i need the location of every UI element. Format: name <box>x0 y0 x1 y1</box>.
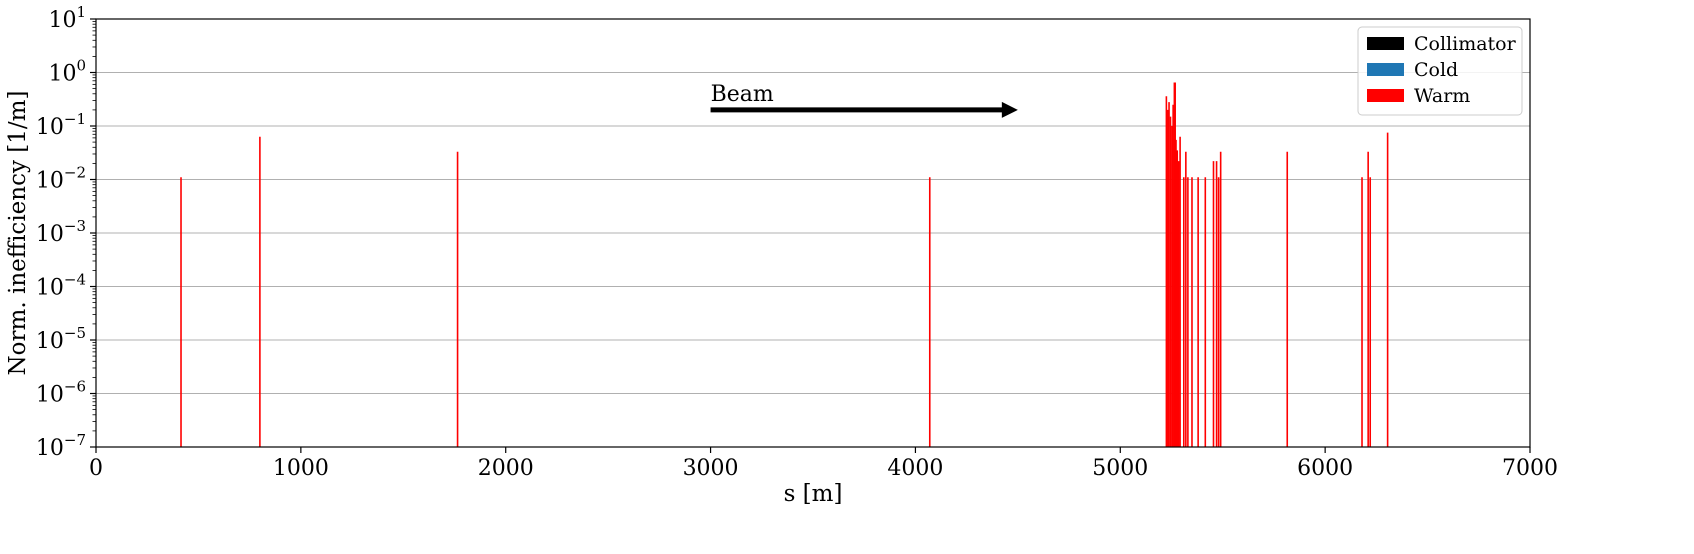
x-axis-label: s [m] <box>784 481 843 507</box>
beam-annotation-text: Beam <box>711 82 774 107</box>
legend-label: Cold <box>1414 59 1458 81</box>
x-tick-label: 2000 <box>478 456 534 481</box>
legend-swatch <box>1367 89 1404 102</box>
y-tick-label: 10−3 <box>36 217 86 247</box>
y-axis-label: Norm. inefficiency [1/m] <box>5 91 31 376</box>
x-tick-label: 6000 <box>1297 456 1353 481</box>
y-tick-label: 101 <box>48 3 86 33</box>
x-tick-label: 1000 <box>273 456 329 481</box>
x-tick-label: 5000 <box>1092 456 1148 481</box>
x-tick-label: 4000 <box>887 456 943 481</box>
y-tick-label: 100 <box>48 57 86 87</box>
y-tick-label: 10−5 <box>36 324 86 354</box>
y-axis-ticks: 10−7 10−6 10−5 10−4 10−3 10−2 10−1 100 101 <box>36 3 96 461</box>
x-tick-label: 0 <box>89 456 103 481</box>
legend-label: Warm <box>1414 85 1470 107</box>
bar-series-warm <box>180 82 1389 447</box>
legend-swatch <box>1367 63 1404 76</box>
y-tick-label: 10−7 <box>36 431 86 461</box>
legend: Collimator Cold Warm <box>1357 26 1523 116</box>
y-tick-label: 10−6 <box>36 378 86 408</box>
x-axis-ticks: 0 1000 2000 3000 4000 5000 6000 7000 <box>89 447 1558 481</box>
x-tick-label: 3000 <box>683 456 739 481</box>
grid-lines <box>96 18 1530 448</box>
beam-annotation: Beam <box>710 82 1018 118</box>
x-tick-label: 7000 <box>1502 456 1558 481</box>
legend-label: Collimator <box>1414 33 1517 55</box>
beam-arrow-head <box>1001 101 1018 118</box>
y-tick-label: 10−4 <box>36 271 86 301</box>
legend-swatch <box>1367 37 1404 50</box>
y-tick-label: 10−2 <box>36 164 86 194</box>
y-tick-label: 10−1 <box>36 110 86 140</box>
